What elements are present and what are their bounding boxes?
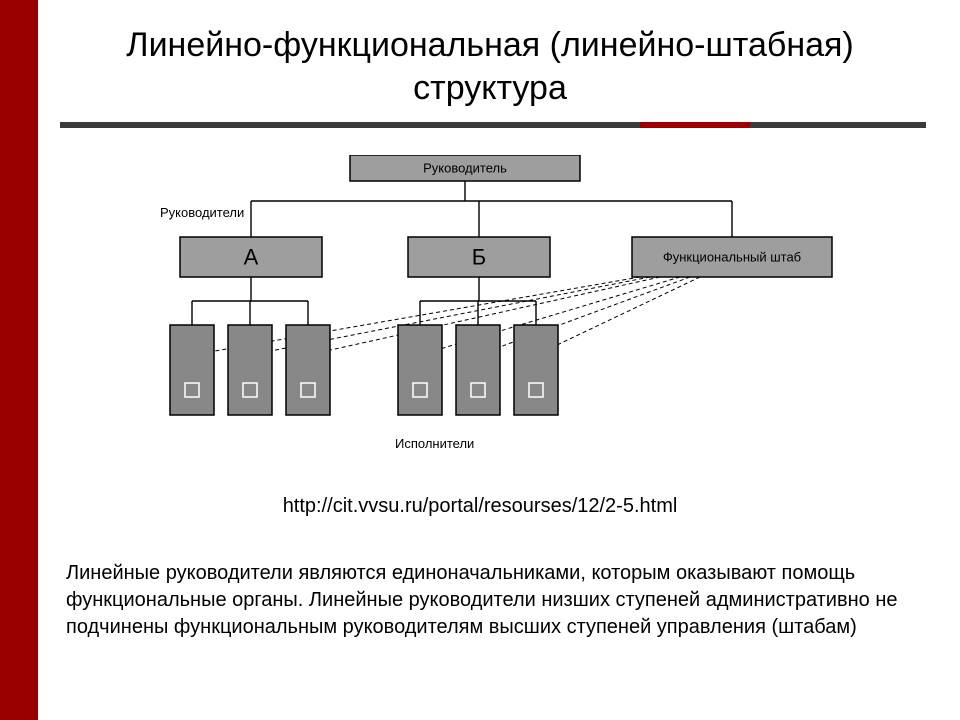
description-paragraph: Линейные руководители являются единонача…: [66, 560, 910, 641]
svg-text:А: А: [244, 245, 259, 270]
source-url: http://cit.vvsu.ru/portal/resourses/12/2…: [0, 495, 960, 518]
label-executors: Исполнители: [395, 436, 474, 451]
node-executor: [286, 325, 330, 415]
slide-title: Линейно-функциональная (линейно-штабная)…: [80, 24, 900, 109]
label-leaders: Руководители: [160, 205, 244, 220]
svg-text:Б: Б: [472, 245, 486, 270]
svg-text:Функциональный штаб: Функциональный штаб: [663, 250, 801, 265]
slide-root: Линейно-функциональная (линейно-штабная)…: [0, 0, 960, 720]
svg-text:Руководитель: Руководитель: [423, 161, 507, 176]
slide-sidebar: [0, 0, 38, 720]
title-underline: [60, 122, 926, 128]
node-executor: [456, 325, 500, 415]
node-executor: [514, 325, 558, 415]
org-chart: Руководитель А Б Функциональный штаб Руковод…: [120, 155, 880, 455]
title-underline-accent: [640, 122, 750, 128]
node-executor: [228, 325, 272, 415]
node-executor: [398, 325, 442, 415]
node-executor: [170, 325, 214, 415]
